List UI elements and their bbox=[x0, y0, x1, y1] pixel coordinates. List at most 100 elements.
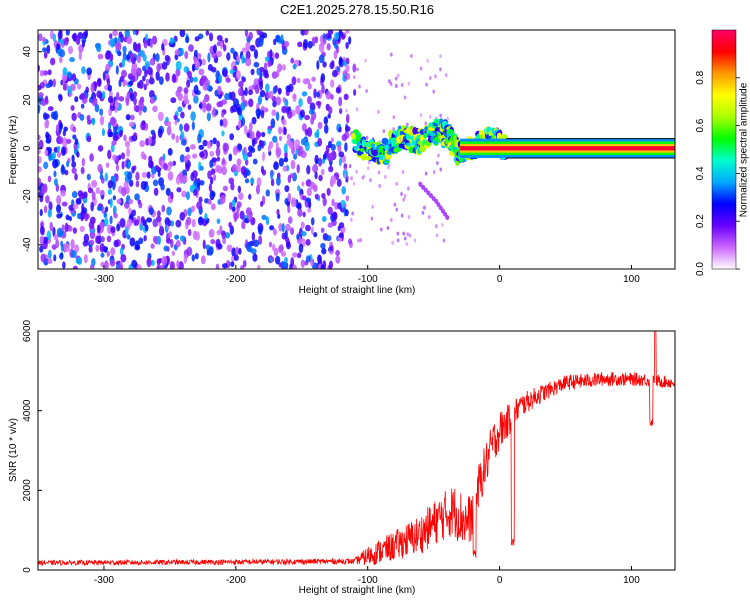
spectrogram-cell bbox=[149, 58, 156, 66]
spectrogram-cell bbox=[57, 136, 64, 144]
spectrogram-cell bbox=[190, 172, 195, 182]
spectrogram-cell bbox=[306, 127, 313, 137]
spectrogram-cell bbox=[205, 30, 210, 36]
spectrogram-cell bbox=[47, 258, 53, 264]
spectrogram-cell bbox=[389, 81, 393, 86]
spectrogram-cell bbox=[149, 38, 154, 49]
spectrogram-cell bbox=[337, 144, 342, 153]
spectrogram-cell bbox=[219, 119, 224, 127]
spectrogram-cell bbox=[318, 43, 325, 53]
spectrogram-cell bbox=[207, 52, 211, 63]
spectrogram-cell bbox=[224, 92, 231, 101]
spectrogram-cell bbox=[290, 159, 296, 170]
spectrogram-cell bbox=[254, 84, 260, 95]
spectrogram-cell bbox=[270, 169, 274, 180]
spectrogram-cell bbox=[163, 163, 168, 171]
spectrogram-cell bbox=[264, 56, 270, 62]
spectrogram-cell bbox=[297, 151, 302, 157]
snr-y-tick-label: 4000 bbox=[22, 399, 33, 422]
spectrogram-cell bbox=[148, 135, 152, 146]
spectrogram-cell bbox=[327, 152, 333, 162]
spectrogram-cell bbox=[299, 109, 306, 118]
spectrogram-cell bbox=[38, 156, 42, 164]
spectrogram-cell bbox=[164, 54, 170, 62]
spectrogram-cell bbox=[327, 30, 334, 36]
spectrogram-cell bbox=[364, 58, 367, 63]
spectrogram-cell bbox=[278, 157, 284, 167]
spectrogram-x-tick-label: -200 bbox=[226, 274, 246, 285]
spectrogram-cell bbox=[80, 166, 85, 175]
spectrogram-cell bbox=[429, 75, 432, 80]
spectrogram-cell bbox=[91, 118, 95, 126]
spectrogram-cell bbox=[74, 173, 78, 181]
snr-y-label: SNR (10 * v/v) bbox=[8, 418, 19, 482]
spectrogram-cell bbox=[86, 135, 92, 143]
spectrogram-cell bbox=[86, 119, 92, 125]
spectrogram-cell bbox=[344, 70, 348, 75]
spectrogram-cell bbox=[406, 142, 412, 147]
spectrogram-cell bbox=[384, 174, 387, 179]
spectrogram-cell bbox=[213, 174, 217, 181]
spectrogram-cell bbox=[182, 175, 188, 184]
spectrogram-cell bbox=[157, 235, 161, 245]
spectrogram-cell bbox=[338, 56, 343, 65]
spectrogram-cell bbox=[355, 107, 359, 112]
spectrogram-cell bbox=[122, 80, 126, 88]
spectrogram-cell bbox=[305, 197, 312, 203]
spectrogram-cell bbox=[206, 112, 211, 122]
spectrogram-cell bbox=[181, 190, 187, 198]
spectrogram-cell bbox=[247, 245, 253, 253]
spectrogram-cell bbox=[331, 198, 335, 207]
spectrogram-cell bbox=[62, 83, 67, 91]
spectrogram-cell bbox=[305, 255, 311, 263]
spectrogram-cell bbox=[303, 30, 309, 36]
spectrogram-cell bbox=[249, 44, 256, 52]
spectrogram-cell bbox=[116, 223, 121, 232]
spectrogram-cell bbox=[211, 157, 218, 163]
spectrogram-cell bbox=[71, 190, 78, 199]
spectrogram-cell bbox=[280, 34, 284, 44]
spectrogram-cell bbox=[300, 138, 307, 146]
spectrogram-cell bbox=[104, 261, 109, 269]
spectrogram-cell bbox=[231, 206, 236, 212]
spectrogram-cell bbox=[276, 69, 280, 78]
spectrogram-cell bbox=[302, 211, 306, 218]
spectrogram-cell bbox=[216, 156, 221, 162]
spectrogram-cell bbox=[338, 232, 344, 238]
spectrogram-cell bbox=[60, 79, 64, 86]
spectrogram-cell bbox=[85, 86, 89, 94]
spectrogram-cell bbox=[304, 114, 311, 121]
spectrogram-cell bbox=[439, 167, 443, 172]
spectrogram-cell bbox=[422, 205, 426, 210]
spectrogram-cell bbox=[128, 199, 134, 205]
spectrogram-cell bbox=[236, 54, 240, 63]
snr-y-tick-label: 6000 bbox=[22, 319, 33, 342]
spectrogram-cell bbox=[45, 138, 51, 144]
spectrogram-cell bbox=[216, 50, 222, 58]
spectrogram-cell bbox=[413, 238, 417, 243]
spectrogram-cell bbox=[243, 146, 247, 156]
spectrogram-cell bbox=[62, 261, 66, 269]
spectrogram-cell bbox=[276, 176, 281, 186]
spectrogram-cell bbox=[145, 138, 150, 146]
spectrogram-cell bbox=[231, 247, 236, 257]
spectrogram-cell bbox=[300, 221, 305, 229]
spectrogram-cell bbox=[41, 36, 46, 43]
spectrogram-cell bbox=[44, 113, 50, 120]
spectrogram-cell bbox=[228, 177, 235, 185]
spectrogram-cell bbox=[278, 126, 283, 135]
spectrogram-cell bbox=[290, 197, 297, 208]
spectrogram-cell bbox=[326, 43, 331, 51]
spectrogram-cell bbox=[172, 160, 176, 166]
spectrogram-cell bbox=[187, 70, 192, 79]
spectrogram-cell bbox=[148, 77, 155, 85]
spectrogram-cell bbox=[392, 115, 396, 120]
spectrogram-cell bbox=[321, 192, 326, 199]
spectrogram-cell bbox=[161, 43, 165, 51]
spectrogram-cell bbox=[378, 183, 381, 188]
spectrogram-cell bbox=[240, 101, 246, 111]
spectrogram-cell bbox=[296, 233, 300, 240]
spectrogram-cell bbox=[43, 51, 48, 59]
spectrogram-cell bbox=[248, 31, 253, 41]
spectrogram-cell bbox=[231, 199, 236, 208]
